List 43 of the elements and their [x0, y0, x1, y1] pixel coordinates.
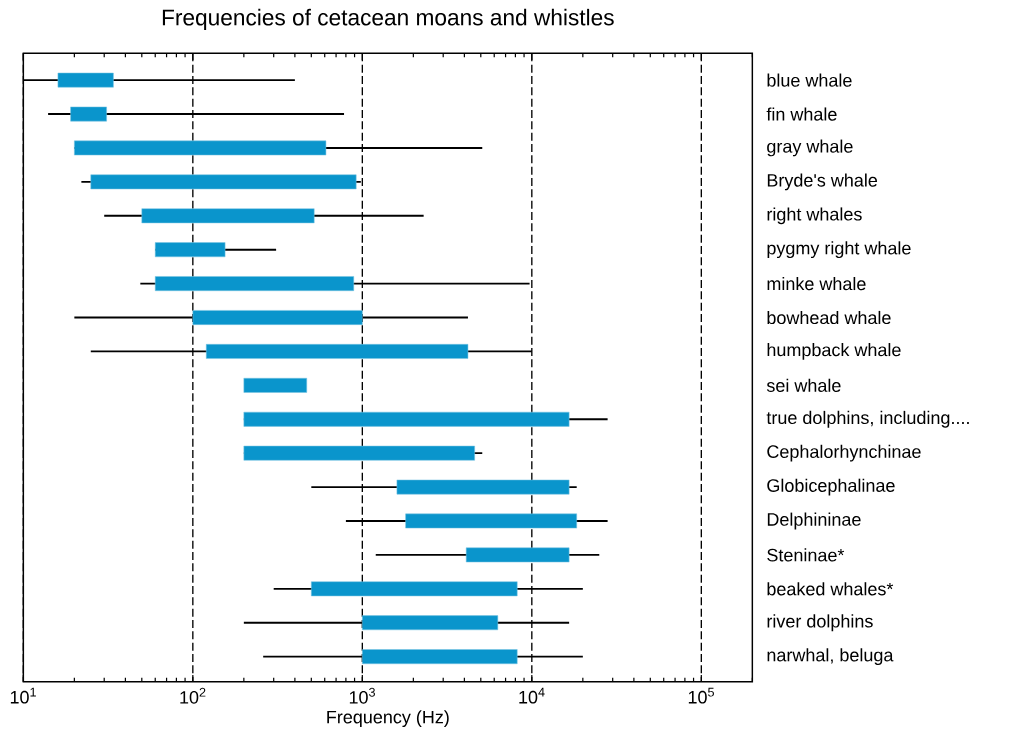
y-tick-label: Globicephalinae — [767, 478, 895, 496]
bar — [243, 377, 308, 393]
bar — [405, 513, 577, 529]
bar — [74, 140, 327, 156]
bar — [141, 208, 315, 224]
bar — [311, 581, 518, 597]
x-tick-label: 10$^{2}$ — [180, 687, 206, 704]
x-tick-label: 10$^{3}$ — [349, 687, 375, 704]
bar — [192, 310, 363, 325]
y-tick-label: blue whale — [767, 73, 852, 87]
bar — [205, 344, 469, 359]
y-tick-label: river dolphins — [767, 614, 873, 632]
y-tick-label: right whales — [767, 207, 862, 225]
x-tick-label: 10$^{1}$ — [10, 687, 36, 704]
bar — [154, 242, 226, 258]
bar — [362, 615, 499, 631]
bar — [154, 276, 355, 291]
bar — [70, 106, 107, 122]
y-tick-label: gray whale — [767, 139, 853, 157]
y-tick-label: Steninae* — [767, 548, 845, 562]
y-tick-label: true dolphins, including.... — [766, 410, 969, 428]
y-tick-label: beaked whales* — [767, 582, 894, 596]
y-tick-label: sei whale — [766, 378, 841, 392]
y-tick-label: minke whale — [767, 276, 866, 291]
bar — [57, 72, 114, 88]
x-tick-label: 10$^{5}$ — [688, 687, 714, 704]
chart-title: Frequencies of cetacean moans and whistles — [162, 8, 614, 30]
y-tick-label: humpback whale — [767, 343, 901, 360]
y-tick-label: bowhead whale — [767, 310, 891, 325]
y-tick-label: Delphininae — [767, 512, 861, 530]
bar — [90, 174, 357, 190]
bar — [243, 445, 475, 461]
bar — [243, 411, 570, 427]
y-tick-label: Bryde's whale — [767, 173, 878, 191]
y-tick-label: fin whale — [766, 107, 837, 121]
bar — [396, 479, 570, 495]
y-tick-label: pygmy right whale — [767, 241, 911, 259]
y-tick-label: Cephalorhynchinae — [767, 444, 921, 462]
y-tick-label: narwhal, beluga — [767, 648, 894, 666]
bar — [362, 649, 518, 665]
bar — [465, 547, 570, 563]
x-tick-label: 10$^{4}$ — [519, 687, 545, 704]
x-axis-title: Frequency (Hz) — [327, 710, 449, 727]
